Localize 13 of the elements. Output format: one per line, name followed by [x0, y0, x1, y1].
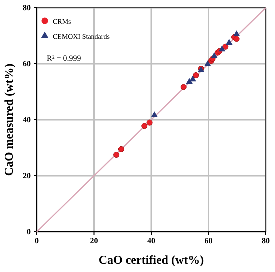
y-tick-label: 0 — [27, 228, 31, 237]
y-axis-title: CaO measured (wt%) — [2, 64, 16, 176]
y-tick-label: 40 — [23, 116, 31, 125]
x-tick-label: 40 — [148, 236, 156, 246]
x-tick-label: 60 — [204, 236, 213, 246]
y-tick-label: 20 — [23, 172, 31, 181]
y-tick-label: 60 — [23, 60, 31, 69]
x-tick-label: 20 — [90, 236, 98, 246]
x-tick-label: 0 — [35, 236, 39, 246]
x-tick-label: 80 — [262, 236, 270, 246]
annotation: R² = 0.999 — [47, 54, 82, 63]
y-tick-label: 80 — [23, 4, 31, 13]
x-axis-title: CaO certified (wt%) — [98, 253, 204, 267]
